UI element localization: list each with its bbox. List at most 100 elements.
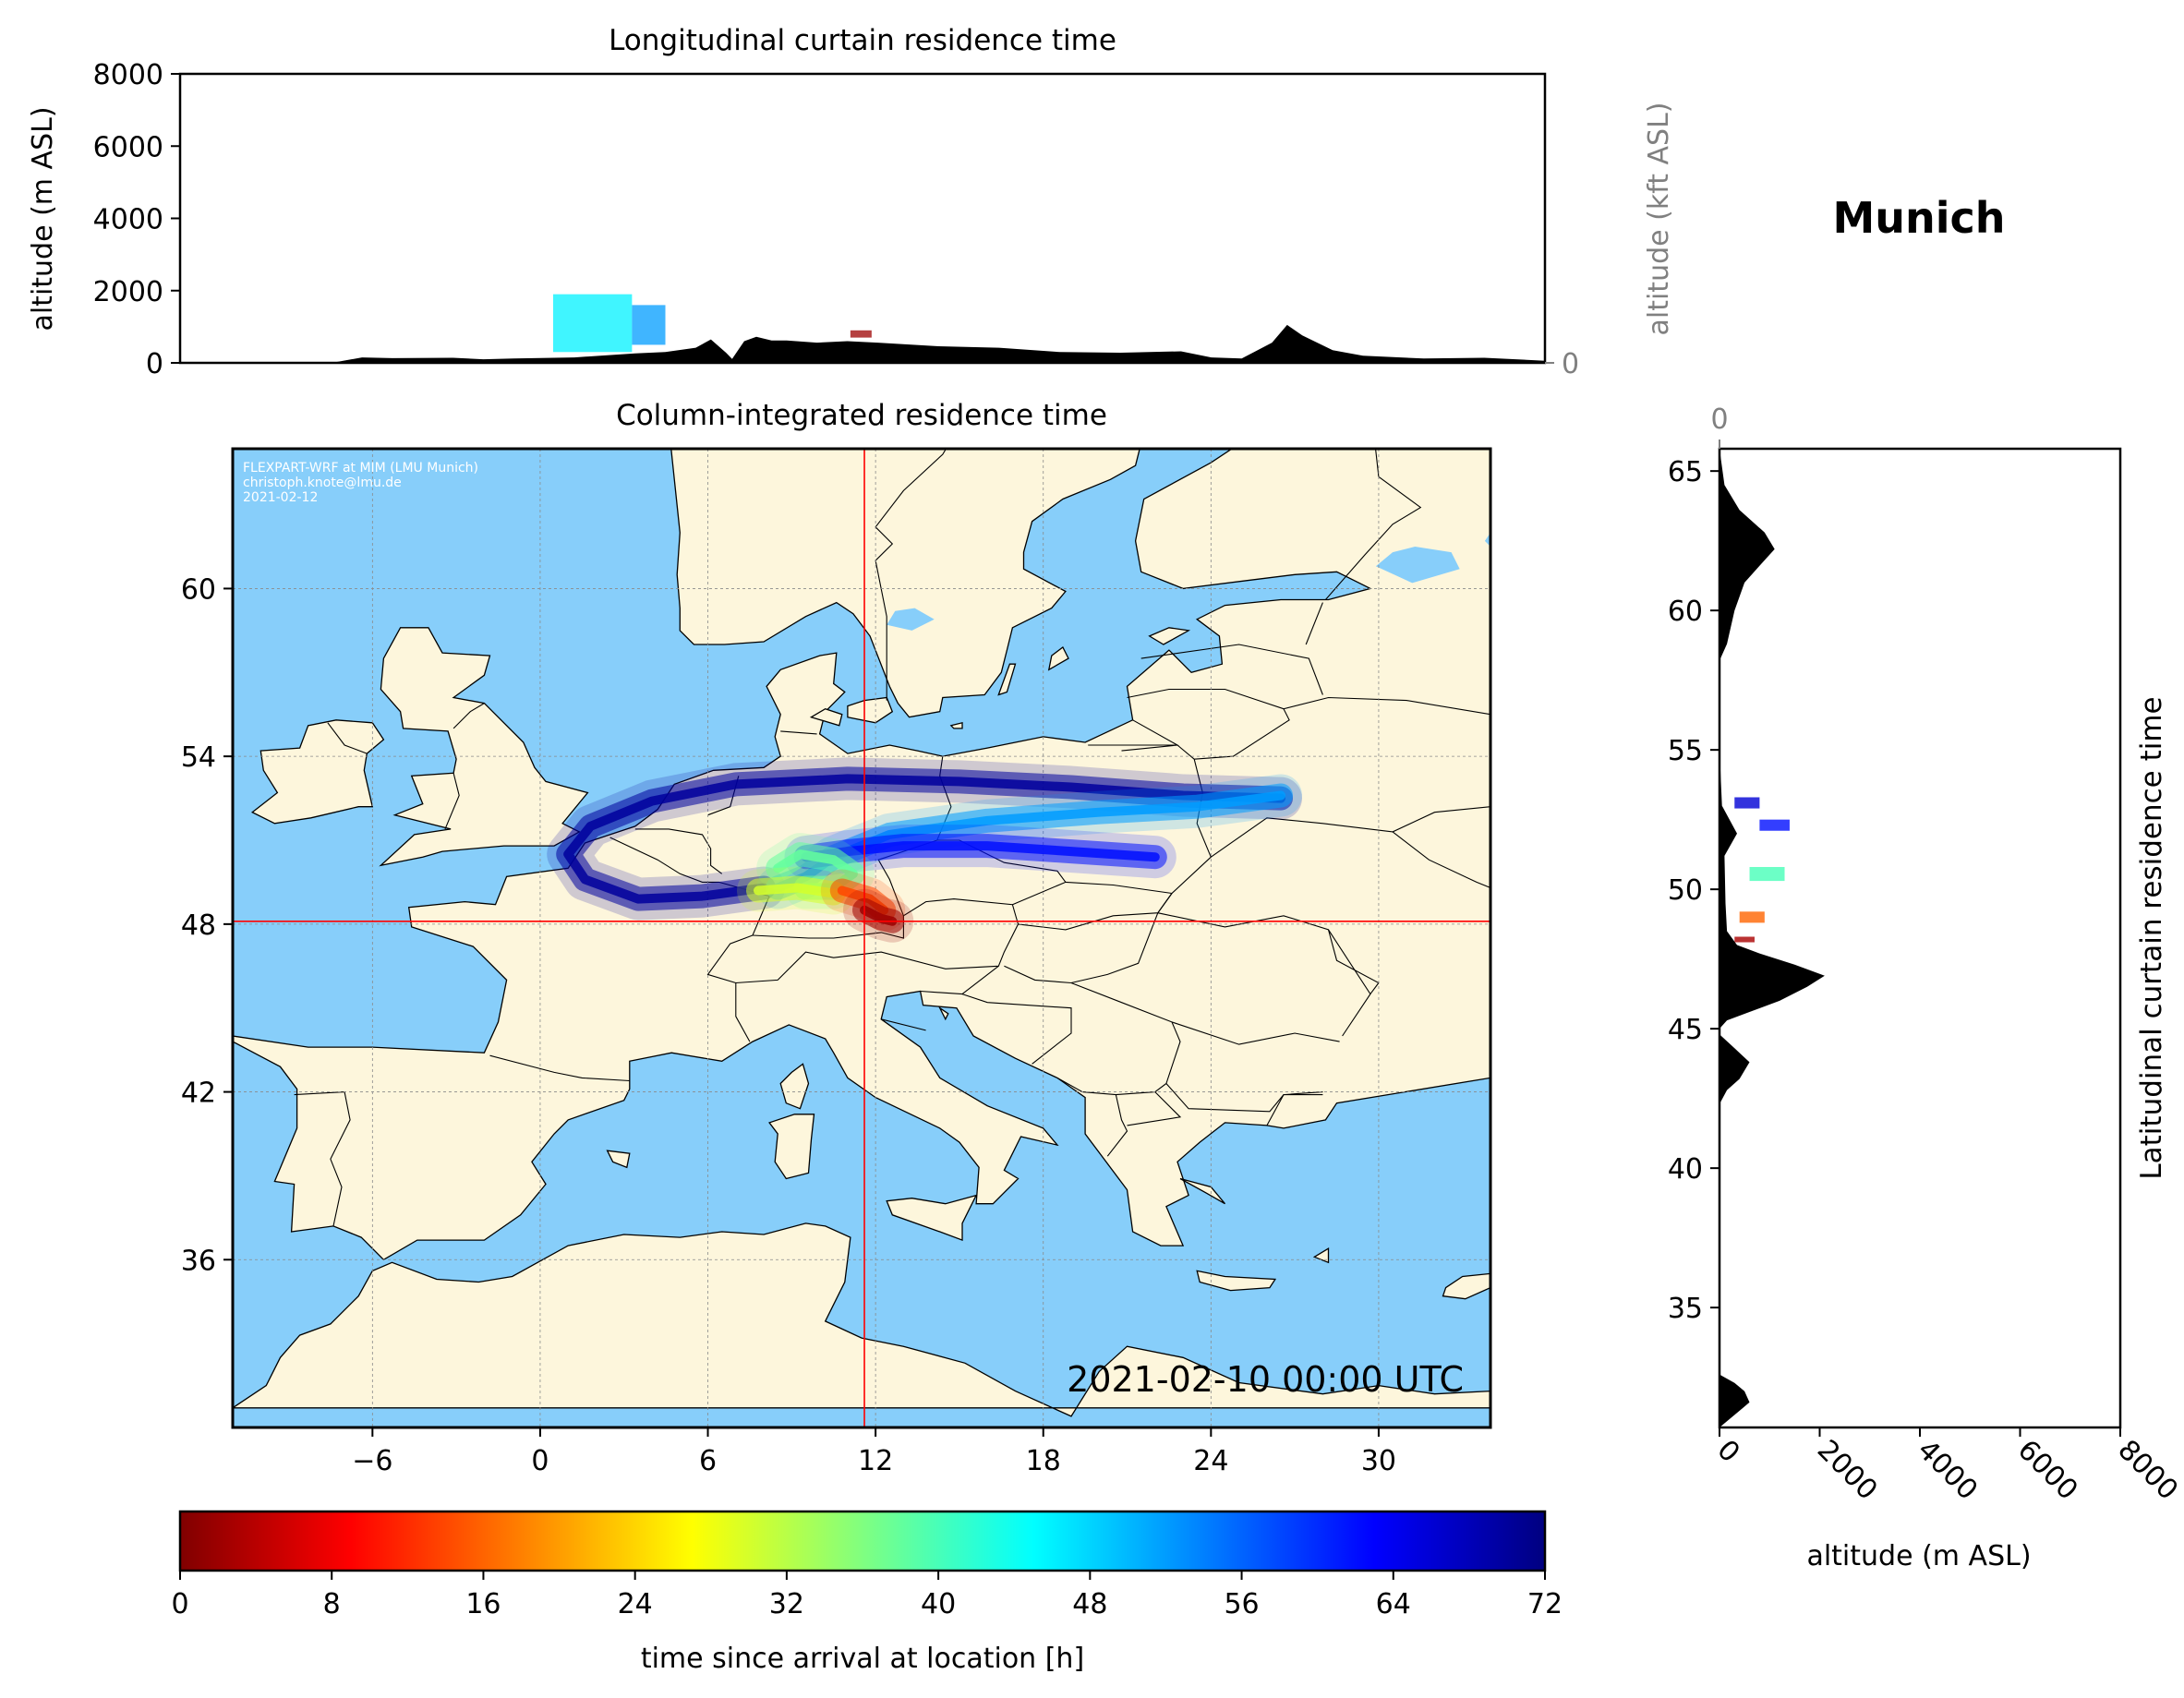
latitudinal-curtain-x-ticks: 0 2000 4000 6000 8000 — [1710, 1427, 2184, 1507]
credit-line-3: 2021-02-12 — [243, 490, 318, 505]
latitudinal-curtain-residence — [1734, 797, 1790, 943]
colorbar-tick-label: 72 — [1527, 1588, 1563, 1620]
land-balearics — [606, 1150, 631, 1169]
colorbar-gradient — [178, 1510, 1547, 1572]
longitudinal-residence-patch — [632, 305, 666, 345]
map-x-tick-label: 30 — [1361, 1445, 1396, 1477]
latitudinal-terrain-profile — [1719, 449, 1825, 1427]
land-ireland — [250, 719, 385, 825]
colorbar-tick-label: 24 — [618, 1588, 653, 1620]
map-y-tick-label: 60 — [181, 573, 216, 606]
latitudinal-curtain-gridlines — [1719, 449, 1720, 1427]
colorbar-tick-label: 8 — [323, 1588, 341, 1620]
border-line — [780, 730, 817, 735]
border-line — [1327, 929, 1380, 994]
latitudinal-y-tick-label: 35 — [1668, 1293, 1703, 1325]
map-x-tick-label: 6 — [699, 1445, 717, 1477]
lake-vanern — [887, 608, 935, 631]
residence-trajectories — [547, 757, 1302, 943]
map-x-tick-label: 18 — [1026, 1445, 1061, 1477]
longitudinal-curtain-ylabel: altitude (m ASL) — [27, 106, 59, 331]
longitudinal-curtain-frame — [178, 72, 1547, 365]
border-line — [1140, 644, 1323, 695]
lake-onega — [1484, 532, 1490, 547]
latitudinal-x-tick-label: 6000 — [2011, 1434, 2084, 1507]
longitudinal-y-tick-label: 2000 — [93, 276, 163, 308]
latitudinal-curtain-y-ticks: 35 40 45 50 55 60 65 — [1668, 456, 1719, 1325]
credit-line-1: FLEXPART-WRF at MIM (LMU Munich) — [243, 461, 478, 476]
longitudinal-curtain-title: Longitudinal curtain residence time — [609, 24, 1116, 57]
latitudinal-curtain-frame — [1718, 447, 2122, 1429]
latitudinal-x-tick-label: 4000 — [1911, 1434, 1984, 1507]
longitudinal-residence-patch — [850, 330, 872, 338]
latitudinal-residence-patch — [1739, 911, 1765, 923]
latitudinal-y-tick-label: 65 — [1668, 456, 1703, 488]
border-line — [1392, 831, 1490, 889]
map-y-tick-label: 42 — [181, 1078, 216, 1110]
border-line — [489, 1054, 630, 1082]
latitudinal-curtain-xlabel: altitude (m ASL) — [1806, 1540, 2031, 1572]
border-line — [961, 994, 1072, 1065]
map-frame — [231, 447, 1492, 1429]
land-oland — [997, 663, 1017, 696]
colorbar-tick-label: 32 — [769, 1588, 804, 1620]
latitudinal-curtain-secondary-ticks: 050100 — [1710, 403, 1729, 449]
land-cyprus — [1442, 1272, 1490, 1300]
land-sicily — [886, 1194, 978, 1242]
map-x-tick-label: 12 — [858, 1445, 893, 1477]
colorbar-label: time since arrival at location [h] — [641, 1643, 1084, 1675]
latitudinal-y-tick-label: 60 — [1668, 596, 1703, 628]
land-africa — [233, 1222, 1490, 1417]
land-bornholm — [949, 721, 963, 729]
colorbar-ticks: 0 8 16 24 32 40 48 56 64 72 — [171, 1571, 1563, 1620]
map-y-ticks: 36 42 48 54 60 — [181, 573, 233, 1277]
latitudinal-x-tick-label: 2000 — [1811, 1434, 1884, 1507]
land-sardinia — [768, 1114, 815, 1180]
land-gotland — [1047, 646, 1069, 671]
map-y-tick-label: 48 — [181, 909, 216, 942]
border-line — [1210, 806, 1490, 858]
border-line — [452, 703, 485, 729]
border-line — [881, 1018, 926, 1031]
column-integrated-map-panel: Column-integrated residence time FLEXPAR… — [181, 399, 1492, 1477]
land-corsica — [779, 1063, 810, 1110]
map-credits: FLEXPART-WRF at MIM (LMU Munich) christo… — [243, 461, 478, 505]
border-line — [1266, 1091, 1323, 1126]
land-euboea — [1179, 1177, 1225, 1205]
colorbar-tick-label: 0 — [171, 1588, 188, 1620]
latitudinal-y-tick-label: 45 — [1668, 1014, 1703, 1046]
longitudinal-secondary-tick-label: 0 — [1562, 348, 1579, 380]
map-gridlines — [233, 449, 1490, 1427]
trajectory-core — [754, 883, 839, 898]
longitudinal-curtain-secondary-ylabel: altitude (kft ASL) — [1643, 102, 1675, 335]
colorbar-tick-label: 56 — [1224, 1588, 1259, 1620]
colorbar-tick-label: 40 — [921, 1588, 956, 1620]
land-crete — [1196, 1270, 1277, 1292]
longitudinal-curtain-panel: Longitudinal curtain residence time 0 200… — [27, 24, 1675, 380]
latitudinal-y-tick-label: 50 — [1668, 874, 1703, 907]
border-line — [327, 722, 368, 754]
border-line — [444, 773, 460, 830]
location-crosshair — [233, 449, 1490, 1427]
longitudinal-curtain-residence — [552, 294, 872, 353]
longitudinal-y-tick-label: 0 — [146, 348, 163, 380]
border-line — [294, 1091, 351, 1227]
latitudinal-residence-patch — [1734, 936, 1755, 943]
trajectory-core — [563, 774, 1285, 904]
border-line — [1106, 1094, 1128, 1157]
map-title: Column-integrated residence time — [616, 399, 1107, 432]
longitudinal-curtain-y-ticks: 0 2000 4000 6000 8000 — [93, 59, 180, 380]
border-line — [634, 828, 723, 874]
map-x-tick-label: −6 — [352, 1445, 392, 1477]
colorbar-tick-label: 64 — [1376, 1588, 1411, 1620]
border-line — [1165, 1083, 1323, 1113]
map-y-tick-label: 36 — [181, 1245, 216, 1277]
latitudinal-x-tick-label: 8000 — [2111, 1434, 2184, 1507]
land-saaremaa — [1148, 627, 1191, 645]
land-scandinavia — [670, 449, 1140, 718]
longitudinal-residence-patch — [552, 294, 633, 353]
border-line — [875, 449, 947, 701]
lake-ladoga — [1375, 547, 1460, 584]
